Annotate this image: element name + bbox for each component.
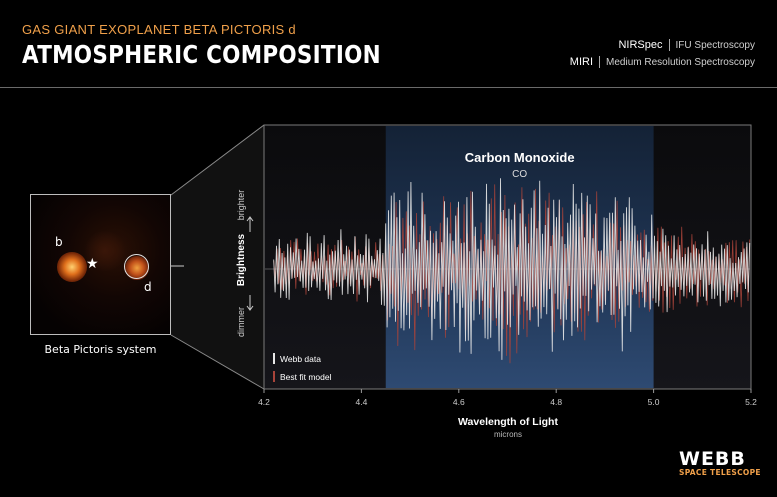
zoom-cone [171,125,264,389]
star-icon: ★ [86,256,99,272]
x-tick-label: 4.4 [355,397,367,407]
co-label: Carbon Monoxide [465,150,575,165]
planet-b-blob [57,252,87,282]
x-tick-label: 4.6 [453,397,465,407]
planet-d-label: d [144,280,152,294]
legend-swatch-data [273,353,275,364]
webb-logo: WEBB [679,448,746,470]
page-subtitle: GAS GIANT EXOPLANET BETA PICTORIS d [22,22,296,37]
instrument-miri: MIRI Medium Resolution Spectroscopy [569,56,755,69]
y-axis-top-label: brighter [236,190,246,221]
page-title: ATMOSPHERIC COMPOSITION [22,40,381,69]
webb-subtitle: SPACE TELESCOPE [679,468,761,477]
instrument-desc: Medium Resolution Spectroscopy [606,57,755,68]
legend-swatch-model [273,371,275,382]
x-axis-ticks: 4.2 4.4 4.6 4.8 5.0 5.2 [258,389,757,407]
instrument-name: NIRSpec [618,39,663,51]
co-formula: CO [512,169,527,180]
instrument-nirspec: NIRSpec IFU Spectroscopy [618,39,755,52]
arrow-up-icon [246,216,254,232]
y-axis-bottom-label: dimmer [236,307,246,337]
planet-d-circle [124,254,149,279]
arrow-down-icon [246,295,254,311]
series-data-line [273,178,751,360]
instrument-desc: IFU Spectroscopy [675,40,755,51]
zoom-line-top [170,124,265,196]
instrument-name: MIRI [569,56,594,68]
header-divider [0,87,777,88]
x-tick-label: 4.2 [258,397,270,407]
x-tick-label: 5.0 [648,397,660,407]
x-tick-label: 5.2 [745,397,757,407]
x-axis-label: Wavelength of Light [458,416,558,428]
thumbnail-caption: Beta Pictoris system [44,343,157,356]
series-webb-data [273,178,751,360]
planet-b-label: b [55,235,63,249]
x-tick-label: 4.8 [550,397,562,407]
beta-pictoris-thumbnail: b d ★ [30,194,171,335]
legend-label-data: Webb data [280,354,321,364]
x-axis-unit: microns [494,430,522,439]
y-axis-label: Brightness [236,233,247,286]
y-axis-label-group: Brightness brighter dimmer [236,190,247,337]
legend-label-model: Best fit model [280,372,332,382]
zoom-line-bottom [170,334,265,390]
dust-glow [83,231,127,271]
